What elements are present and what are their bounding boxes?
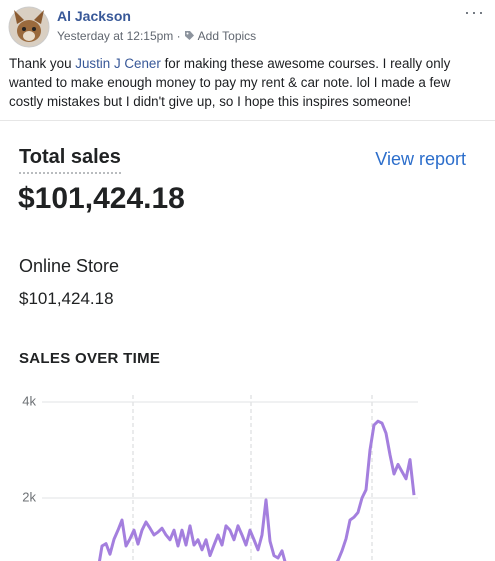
post-text: Thank you Justin J Cener for making thes… [9, 54, 487, 111]
divider [0, 120, 495, 121]
post-meta: Yesterday at 12:15pm · Add Topics [57, 29, 256, 43]
total-amount: $101,424.18 [18, 182, 185, 215]
sales-line [97, 419, 416, 561]
mention[interactable]: Justin J Cener [75, 56, 161, 71]
y-tick-label: 4k [22, 393, 36, 408]
text: for making these awesome courses. I real… [9, 56, 451, 109]
separator: · [176, 29, 181, 43]
chart-heading: SALES OVER TIME [19, 350, 161, 367]
timestamp[interactable]: Yesterday at 12:15pm [57, 29, 174, 43]
add-topics[interactable]: Add Topics [197, 29, 257, 43]
channel-name: Online Store [19, 256, 120, 276]
more-options[interactable]: ··· [464, 2, 485, 22]
avatar[interactable] [8, 6, 50, 48]
report-title: Total sales [19, 146, 121, 174]
y-tick-label: 2k [22, 489, 36, 504]
channel-amount: $101,424.18 [19, 289, 114, 308]
author-name[interactable]: Al Jackson [57, 8, 131, 24]
text: Thank you [9, 56, 76, 71]
view-report-link[interactable]: View report [375, 149, 466, 169]
tag-icon [185, 31, 194, 40]
